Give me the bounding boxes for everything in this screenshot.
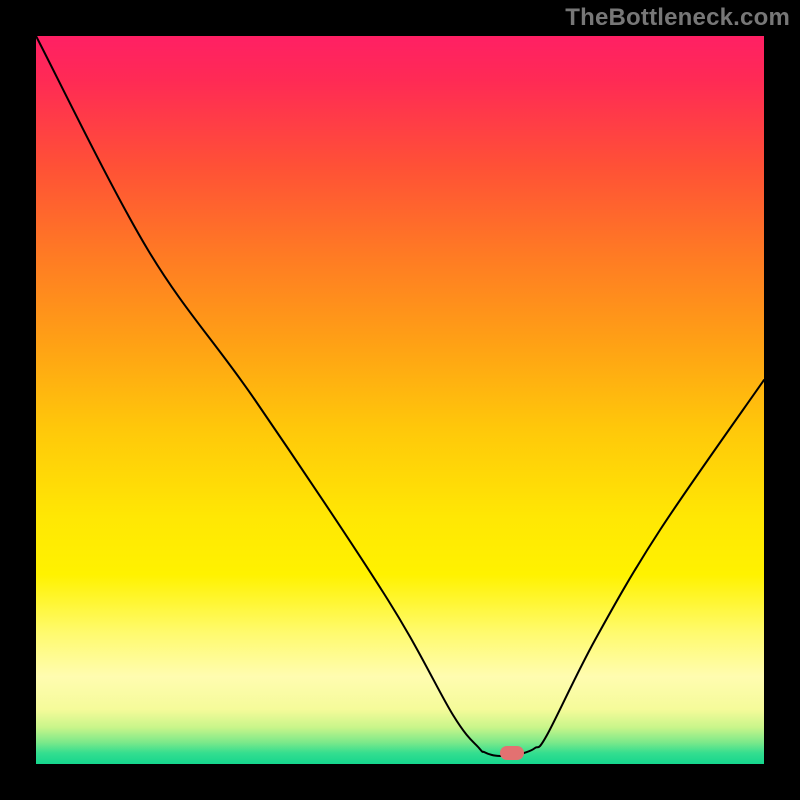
- watermark-text: TheBottleneck.com: [565, 4, 790, 32]
- bottleneck-chart: [0, 0, 800, 800]
- optimal-marker: [500, 746, 524, 760]
- plot-area: [36, 36, 764, 764]
